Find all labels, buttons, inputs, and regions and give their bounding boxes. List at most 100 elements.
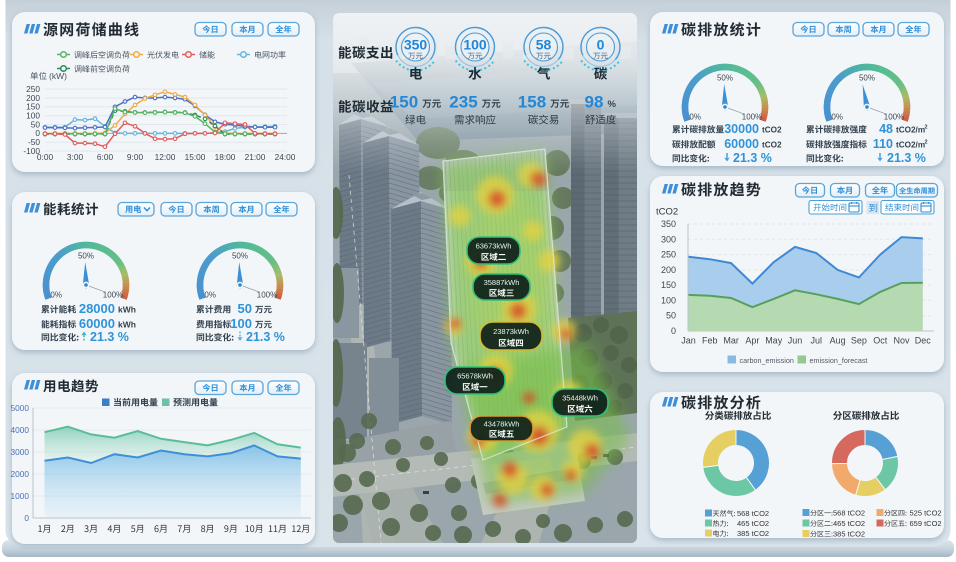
- svg-text:2: 2: [925, 125, 928, 131]
- svg-text:350: 350: [404, 37, 428, 53]
- svg-text:tCO2: tCO2: [656, 207, 678, 218]
- svg-text:Jun: Jun: [788, 336, 803, 346]
- svg-text:525 tCO2: 525 tCO2: [910, 509, 942, 518]
- svg-text:50: 50: [666, 311, 676, 321]
- svg-text:1000: 1000: [11, 491, 30, 501]
- svg-text:Jul: Jul: [811, 336, 823, 346]
- svg-text:3:00: 3:00: [67, 152, 84, 162]
- svg-text:Aug: Aug: [830, 336, 846, 346]
- svg-text:568 tCO2: 568 tCO2: [833, 509, 865, 518]
- svg-text:150: 150: [26, 102, 40, 112]
- svg-text:tCO2/m: tCO2/m: [896, 126, 925, 135]
- svg-text:Oct: Oct: [873, 336, 888, 346]
- svg-text:emission_forecast: emission_forecast: [810, 356, 868, 365]
- svg-text:-50: -50: [28, 137, 40, 147]
- svg-text:0: 0: [24, 513, 29, 523]
- svg-text:Mar: Mar: [723, 336, 739, 346]
- svg-text:568 tCO2: 568 tCO2: [737, 509, 769, 518]
- svg-text:465 tCO2: 465 tCO2: [833, 519, 865, 528]
- svg-text:60000: 60000: [724, 137, 759, 151]
- svg-text:43478kWh: 43478kWh: [484, 420, 520, 429]
- svg-text:385 tCO2: 385 tCO2: [833, 530, 865, 539]
- svg-text:100%: 100%: [103, 290, 123, 299]
- svg-text:(kW): (kW): [49, 71, 67, 81]
- svg-text:350: 350: [661, 219, 676, 229]
- svg-text:Dec: Dec: [915, 336, 932, 346]
- svg-text:50: 50: [238, 301, 252, 316]
- svg-text:Jan: Jan: [681, 336, 696, 346]
- svg-text:21.3 %: 21.3 %: [90, 330, 129, 344]
- svg-text:50%: 50%: [78, 251, 94, 260]
- svg-text:0%: 0%: [204, 290, 216, 299]
- svg-text:65678kWh: 65678kWh: [457, 372, 493, 381]
- svg-text:150: 150: [661, 280, 676, 290]
- svg-text:5000: 5000: [11, 403, 30, 413]
- svg-text:9:00: 9:00: [127, 152, 144, 162]
- svg-text:21:00: 21:00: [245, 152, 266, 162]
- svg-text:98: 98: [585, 93, 604, 112]
- svg-text:465 tCO2: 465 tCO2: [737, 519, 769, 528]
- svg-text:250: 250: [26, 84, 40, 94]
- svg-text:3000: 3000: [11, 447, 30, 457]
- svg-text:30000: 30000: [724, 122, 759, 136]
- svg-text:50: 50: [31, 119, 41, 129]
- svg-text:May: May: [765, 336, 783, 346]
- svg-text:Apr: Apr: [745, 336, 759, 346]
- svg-text:250: 250: [661, 250, 676, 260]
- svg-text:21.3 %: 21.3 %: [733, 151, 772, 165]
- svg-text:200: 200: [26, 93, 40, 103]
- svg-text:0%: 0%: [831, 112, 843, 121]
- svg-text:0: 0: [597, 37, 605, 53]
- svg-text:63673kWh: 63673kWh: [476, 242, 512, 251]
- svg-text:300: 300: [661, 234, 676, 244]
- svg-text:-100: -100: [23, 146, 40, 156]
- svg-text:2: 2: [925, 140, 928, 146]
- svg-text:35448kWh: 35448kWh: [562, 394, 598, 403]
- svg-text:tCO2: tCO2: [762, 141, 782, 150]
- svg-text:50%: 50%: [859, 73, 875, 82]
- svg-text:carbon_emission: carbon_emission: [740, 356, 794, 365]
- svg-text:Feb: Feb: [702, 336, 718, 346]
- svg-text:60000: 60000: [79, 316, 115, 331]
- svg-text:0: 0: [671, 326, 676, 336]
- svg-text:50%: 50%: [232, 251, 248, 260]
- svg-text:4000: 4000: [11, 425, 30, 435]
- svg-text:100%: 100%: [742, 112, 762, 121]
- svg-text:0:00: 0:00: [37, 152, 54, 162]
- svg-text:kWh: kWh: [118, 305, 136, 315]
- svg-text:58: 58: [536, 37, 552, 53]
- svg-text:tCO2/m: tCO2/m: [896, 141, 925, 150]
- svg-text:28000: 28000: [79, 301, 115, 316]
- svg-text:0%: 0%: [689, 112, 701, 121]
- svg-text:50%: 50%: [717, 73, 733, 82]
- svg-text:%: %: [608, 99, 617, 110]
- svg-text:48: 48: [879, 122, 893, 136]
- svg-text:23873kWh: 23873kWh: [493, 327, 529, 336]
- svg-text:0%: 0%: [50, 290, 62, 299]
- svg-text:158: 158: [518, 93, 546, 112]
- svg-text:100: 100: [661, 295, 676, 305]
- svg-text:659 tCO2: 659 tCO2: [910, 519, 942, 528]
- svg-text:21.3 %: 21.3 %: [887, 151, 926, 165]
- svg-text:100: 100: [463, 37, 487, 53]
- svg-text:100: 100: [230, 316, 252, 331]
- svg-text:18:00: 18:00: [215, 152, 236, 162]
- svg-text:100%: 100%: [257, 290, 277, 299]
- svg-text:Sep: Sep: [851, 336, 867, 346]
- svg-text:385 tCO2: 385 tCO2: [737, 529, 769, 538]
- svg-text:2000: 2000: [11, 469, 30, 479]
- svg-text:6:00: 6:00: [97, 152, 114, 162]
- svg-text:110: 110: [873, 137, 893, 151]
- svg-text:100: 100: [26, 111, 40, 121]
- svg-text:235: 235: [449, 93, 477, 112]
- svg-text:150: 150: [390, 93, 418, 112]
- svg-text:0: 0: [35, 128, 40, 138]
- svg-text:Nov: Nov: [893, 336, 910, 346]
- svg-text:kWh: kWh: [118, 320, 136, 330]
- svg-text:15:00: 15:00: [185, 152, 206, 162]
- svg-text:12:00: 12:00: [155, 152, 176, 162]
- svg-text:21.3 %: 21.3 %: [246, 330, 285, 344]
- svg-text:tCO2: tCO2: [762, 126, 782, 135]
- svg-text:100%: 100%: [884, 112, 904, 121]
- svg-text:35887kWh: 35887kWh: [484, 278, 520, 287]
